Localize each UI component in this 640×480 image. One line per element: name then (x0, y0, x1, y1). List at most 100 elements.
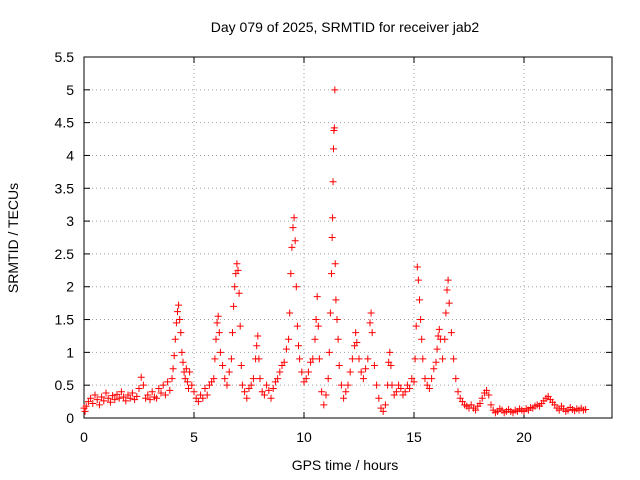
data-point (241, 388, 249, 396)
data-point (416, 296, 423, 304)
data-point (171, 335, 179, 343)
data-point (276, 368, 284, 376)
data-point (182, 365, 190, 373)
data-point (311, 335, 319, 343)
plot-frame (83, 56, 613, 419)
x-tick-label: 15 (406, 429, 422, 445)
data-point (432, 358, 440, 366)
data-point (331, 260, 339, 268)
data-point (421, 375, 429, 383)
data-point (89, 400, 97, 408)
data-point (133, 392, 141, 400)
data-point (320, 401, 328, 409)
data-point (328, 270, 335, 278)
data-point (159, 381, 167, 389)
data-point (485, 391, 493, 399)
data-point (295, 342, 302, 350)
data-point (215, 329, 223, 337)
data-point (139, 381, 147, 389)
data-point (210, 375, 218, 383)
data-point (445, 299, 453, 307)
y-tick-label: 4 (66, 147, 74, 163)
data-point (186, 368, 194, 376)
data-point (314, 322, 322, 330)
data-point (304, 368, 312, 376)
data-point (428, 375, 436, 383)
data-point (325, 348, 333, 356)
data-point (318, 388, 326, 396)
data-point (476, 400, 484, 408)
data-point (340, 394, 348, 402)
data-point (411, 355, 419, 363)
chart-title: Day 079 of 2025, SRMTID for receiver jab… (211, 19, 480, 35)
y-tick-label: 3.5 (55, 180, 75, 196)
data-point (95, 401, 103, 409)
data-point (335, 361, 343, 369)
data-point (194, 398, 202, 406)
data-point (313, 293, 321, 301)
data-point (102, 389, 110, 397)
data-point (237, 361, 245, 369)
data-point (302, 375, 310, 383)
data-point (229, 329, 236, 337)
data-point (282, 345, 290, 353)
data-point (352, 329, 360, 337)
grid-layer (84, 57, 612, 418)
data-point (126, 394, 134, 402)
data-point (170, 352, 178, 360)
data-point (359, 375, 367, 383)
data-point (413, 263, 421, 271)
data-point (418, 335, 426, 343)
data-point (174, 308, 181, 316)
data-point (298, 368, 306, 376)
data-point (280, 358, 288, 366)
data-point (582, 405, 590, 413)
data-point (227, 355, 235, 363)
data-point (285, 335, 293, 343)
data-point (87, 394, 95, 402)
data-point (443, 286, 451, 294)
data-point (188, 381, 196, 389)
data-point (410, 378, 418, 386)
data-point (249, 375, 257, 383)
data-point (177, 329, 185, 337)
data-point (348, 355, 356, 363)
data-point (388, 381, 396, 389)
x-tick-label: 0 (80, 429, 88, 445)
data-point (333, 316, 341, 324)
data-point (379, 407, 387, 415)
data-point (375, 394, 383, 402)
x-tick-label: 20 (516, 429, 532, 445)
data-point (269, 384, 277, 392)
data-point (214, 312, 222, 320)
data-point (255, 355, 263, 363)
data-point (234, 266, 242, 274)
data-point (221, 375, 229, 383)
data-point (164, 378, 172, 386)
data-point (442, 309, 450, 317)
data-point (185, 384, 192, 392)
x-axis-label: GPS time / hours (292, 457, 399, 473)
data-point (199, 394, 207, 402)
data-point (231, 283, 239, 291)
data-point (368, 329, 376, 337)
data-point (309, 355, 317, 363)
data-point (329, 145, 337, 153)
data-point (441, 335, 449, 343)
ticks-layer: 0 0.5 1 1.5 2 2.5 3 3.5 4 4.5 5 5.5 0 5 10 15 20 (55, 49, 612, 445)
data-point (487, 401, 495, 409)
data-point (137, 373, 145, 381)
data-point (153, 394, 161, 402)
data-point (128, 389, 136, 397)
data-point (98, 393, 106, 401)
data-point (412, 322, 420, 330)
data-point (225, 368, 233, 376)
data-point (235, 289, 243, 297)
data-points (80, 86, 590, 417)
data-point (155, 384, 163, 392)
data-point (254, 332, 262, 340)
data-point (322, 391, 330, 399)
data-point (122, 397, 130, 405)
data-point (414, 276, 422, 284)
data-point (386, 348, 394, 356)
